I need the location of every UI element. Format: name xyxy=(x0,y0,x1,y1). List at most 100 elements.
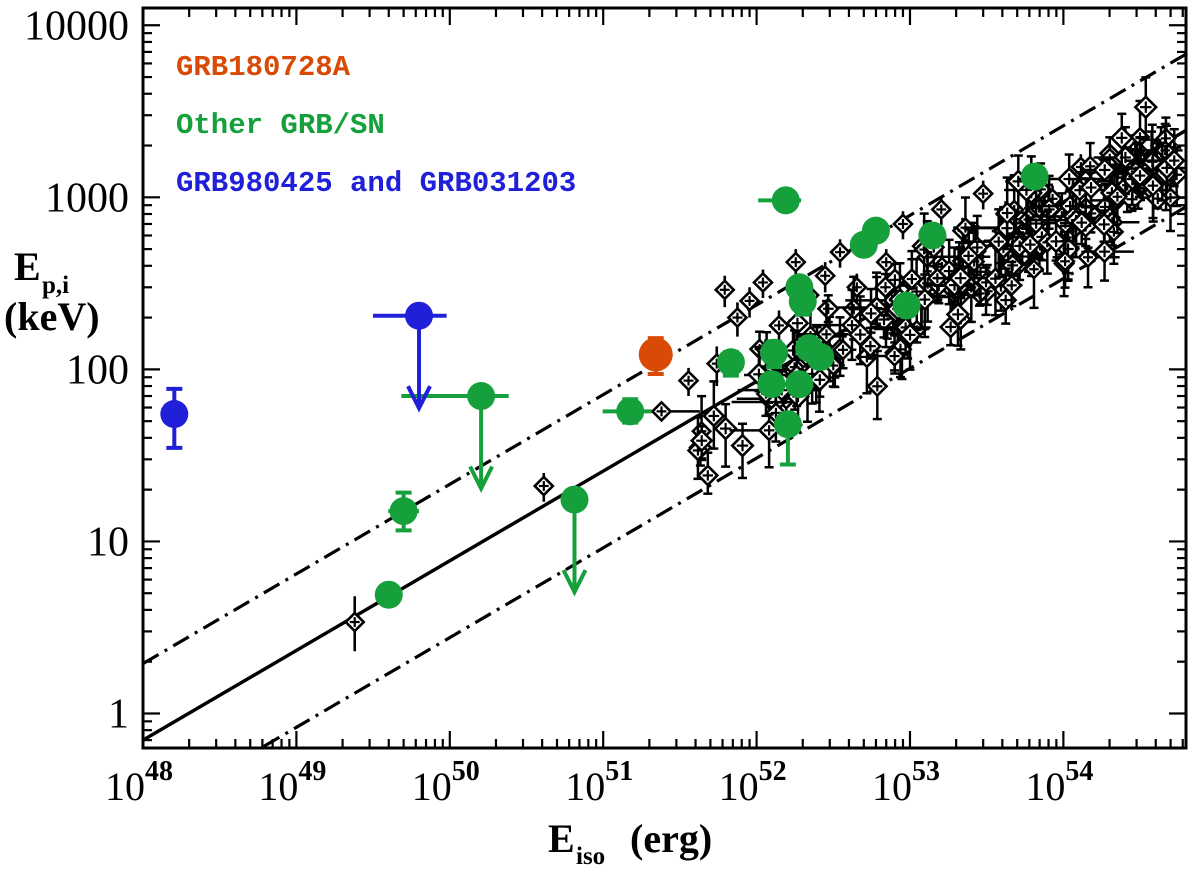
data-point-marker xyxy=(773,410,802,439)
other-grb-sn-point xyxy=(560,485,589,597)
other-grb-sn-point xyxy=(773,410,802,467)
sample-point-marker xyxy=(738,290,761,312)
data-point-marker xyxy=(757,370,786,399)
data-point-marker xyxy=(374,580,403,609)
other-grb-sn-point xyxy=(374,580,403,609)
sample-point-marker xyxy=(713,416,738,441)
sample-point-marker xyxy=(713,278,736,301)
sample-point-marker xyxy=(892,213,914,235)
other-grb-sn-point xyxy=(757,370,786,399)
y-tick-label: 10000 xyxy=(24,3,129,49)
axes-frame-group xyxy=(141,6,1188,750)
legend-entry-2: Other GRB/SN xyxy=(176,109,385,142)
x-axis-tick-labels-group: 1048 1049 1050 1051 1052 1053 1054 xyxy=(105,756,1093,809)
x-axis-title-subscript: iso xyxy=(576,843,605,869)
sample-point-marker xyxy=(768,314,790,337)
sample-point-marker xyxy=(832,338,854,361)
sample-point-marker xyxy=(945,302,971,327)
sample-point-marker xyxy=(816,297,840,321)
data-point-marker xyxy=(716,348,745,377)
sample-point-marker xyxy=(1000,274,1023,297)
other-grb-sn-point xyxy=(788,287,817,317)
legend-entry-1: GRB180728A xyxy=(176,51,351,84)
data-point-marker xyxy=(389,497,418,526)
other-grb-sn-points-group xyxy=(374,162,1049,609)
data-point-marker xyxy=(760,338,789,367)
y-axis-tick-labels-group: 1 10 100 1000 10000 xyxy=(24,3,129,737)
legend-group: GRB180728A Other GRB/SN GRB980425 and GRB0… xyxy=(176,51,576,200)
upper-limit-arrowhead xyxy=(406,385,432,413)
x-axis-title-unit: (erg) xyxy=(630,816,712,861)
sample-point-marker xyxy=(532,475,555,497)
other-grb-sn-point xyxy=(758,186,802,215)
sample-point-marker xyxy=(883,345,906,368)
data-point-marker xyxy=(405,301,434,330)
other-grb-sn-point xyxy=(716,348,745,378)
legend-entry-3: GRB980425 and GRB031203 xyxy=(176,167,576,200)
other-grb-sn-point xyxy=(861,216,890,245)
sample-point-marker xyxy=(807,367,832,392)
grb980425-031203-point xyxy=(160,386,189,450)
other-grb-sn-point xyxy=(760,338,789,370)
data-point-marker xyxy=(160,400,189,429)
y-tick-label: 1 xyxy=(108,691,129,737)
data-point-marker xyxy=(638,337,673,372)
data-point-marker xyxy=(918,221,947,250)
sample-point-marker xyxy=(1092,239,1117,264)
sample-point-marker xyxy=(913,287,937,312)
grb980425-grb031203-points-group xyxy=(160,301,447,450)
sample-point-marker xyxy=(987,230,1010,253)
y-tick-label: 10 xyxy=(87,519,129,565)
data-point-marker xyxy=(892,291,921,320)
sample-point-marker xyxy=(948,265,973,291)
sample-point-marker xyxy=(1054,250,1076,273)
other-grb-sn-point xyxy=(401,382,509,493)
sample-point-marker xyxy=(898,323,922,347)
data-point-marker xyxy=(771,186,800,215)
x-axis-title-main: E xyxy=(548,816,575,861)
upper-limit-arrowhead xyxy=(468,465,494,493)
other-grb-sn-point xyxy=(388,490,419,533)
sample-point-marker xyxy=(957,244,980,268)
confidence-band-lower xyxy=(257,205,1186,748)
sample-point-marker xyxy=(1109,125,1134,151)
sample-point-marker xyxy=(859,301,883,326)
data-point-marker xyxy=(861,216,890,245)
sample-point-marker xyxy=(696,464,720,487)
data-point-marker xyxy=(788,287,817,316)
other-grb-sn-point xyxy=(1020,162,1049,191)
sample-point-marker xyxy=(814,264,837,287)
sample-point-marker xyxy=(815,323,838,346)
data-point-marker xyxy=(560,485,589,514)
other-grb-sn-point xyxy=(785,370,814,399)
sample-point-marker xyxy=(1162,149,1186,173)
sample-point-marker xyxy=(702,404,726,428)
sample-point-marker xyxy=(972,182,995,205)
sample-point-marker xyxy=(983,267,1007,291)
other-grb-sn-point xyxy=(602,397,652,426)
upper-limit-arrowhead xyxy=(561,569,588,597)
y-axis-title-subscript: p,i xyxy=(42,272,69,299)
y-tick-label: 1000 xyxy=(45,175,129,221)
sample-point-marker xyxy=(785,311,810,336)
data-point-marker xyxy=(1020,162,1049,191)
other-grb-sn-point xyxy=(892,291,921,320)
sample-point-marker xyxy=(930,198,953,221)
sample-point-marker xyxy=(784,251,807,273)
y-axis-title-main: E xyxy=(14,244,41,289)
sample-point-marker xyxy=(848,322,873,347)
black-sample-points-group xyxy=(343,76,1186,652)
sample-point-marker xyxy=(689,428,714,453)
sample-point-marker xyxy=(730,433,755,458)
sample-point-marker xyxy=(650,400,673,423)
sample-point-marker xyxy=(875,251,898,273)
sample-point-marker xyxy=(343,611,366,633)
sample-point-marker xyxy=(1133,94,1158,120)
sample-point-marker xyxy=(1128,164,1152,188)
x-tick-label: 1052 xyxy=(719,756,787,809)
data-point-marker xyxy=(467,382,496,411)
sample-point-marker xyxy=(726,306,749,329)
sample-point-marker xyxy=(1092,157,1117,183)
